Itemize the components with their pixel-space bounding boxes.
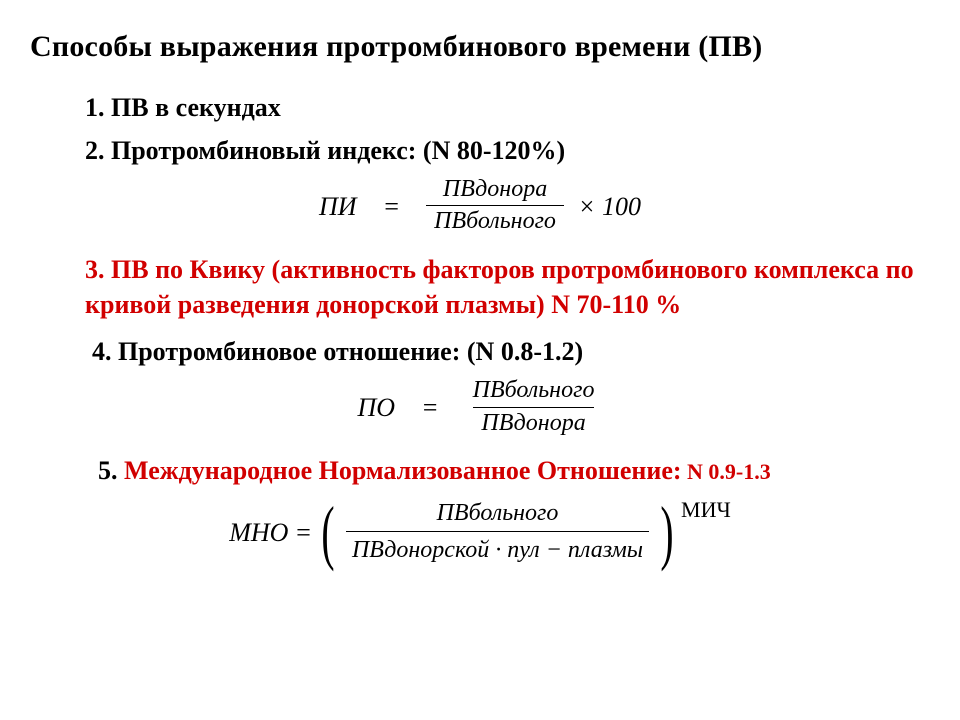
paren-left-icon: ( [321, 496, 334, 570]
formula-inr-wrap: МНО = ( ПВбольного ПВдонорской · пул − п… [30, 496, 930, 570]
formula-inr-eq: = [294, 518, 312, 548]
formula-inr: МНО = ( ПВбольного ПВдонорской · пул − п… [229, 496, 731, 570]
formula-pi-eq: = [383, 192, 401, 222]
formula-po-wrap: ПО = ПВбольного ПВдонора [30, 377, 930, 439]
item-5: 5. Международное Нормализованное Отношен… [98, 453, 930, 488]
item-5-num: 5. [98, 456, 124, 485]
formula-pi-frac: ПВдонора ПВбольного [426, 176, 564, 238]
formula-pi-post: × 100 [578, 192, 641, 222]
formula-inr-den: ПВдонорской · пул − плазмы [346, 531, 649, 568]
formula-po: ПО = ПВбольного ПВдонора [358, 377, 603, 439]
item-2: 2. Протромбиновый индекс: (N 80-120%) [85, 133, 930, 168]
formula-pi-wrap: ПИ = ПВдонора ПВбольного × 100 [30, 176, 930, 238]
formula-pi: ПИ = ПВдонора ПВбольного × 100 [319, 176, 641, 238]
formula-pi-num: ПВдонора [435, 176, 555, 206]
paren-right-icon: ) [660, 496, 673, 570]
formula-inr-lhs: МНО [229, 518, 288, 548]
item-3: 3. ПВ по Квику (активность факторов прот… [85, 252, 930, 322]
formula-po-lhs: ПО [358, 393, 396, 423]
item-5-range: N 0.9-1.3 [682, 459, 771, 484]
item-5-text: Международное Нормализованное Отношение: [124, 456, 682, 485]
slide-title: Способы выражения протромбинового времен… [30, 28, 930, 66]
formula-inr-num: ПВбольного [431, 498, 565, 531]
formula-po-frac: ПВбольного ПВдонора [465, 377, 603, 439]
formula-po-num: ПВбольного [465, 377, 603, 407]
item-1: 1. ПВ в секундах [85, 90, 930, 125]
slide: Способы выражения протромбинового времен… [0, 0, 960, 720]
formula-inr-frac: ПВбольного ПВдонорской · пул − плазмы [340, 496, 655, 570]
formula-po-eq: = [421, 393, 439, 423]
formula-po-den: ПВдонора [473, 407, 593, 440]
formula-pi-den: ПВбольного [426, 205, 564, 238]
formula-inr-exp: МИЧ [681, 497, 731, 569]
formula-inr-paren-group: ( ПВбольного ПВдонорской · пул − плазмы … [316, 496, 679, 570]
formula-pi-lhs: ПИ [319, 192, 357, 222]
item-4: 4. Протромбиновое отношение: (N 0.8-1.2) [92, 334, 930, 369]
